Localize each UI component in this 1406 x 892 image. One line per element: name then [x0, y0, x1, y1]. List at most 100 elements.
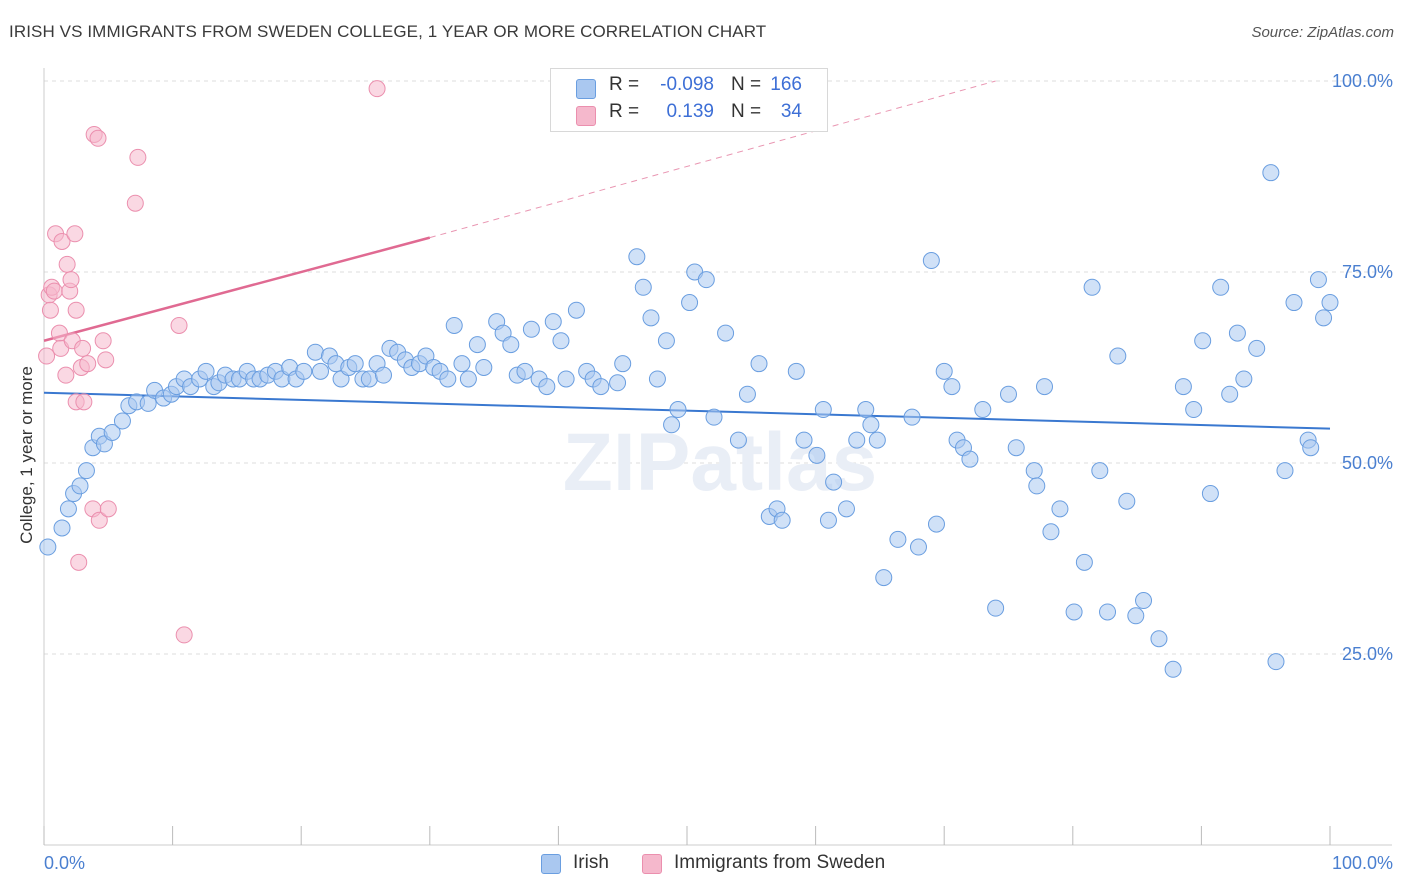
source-credit: Source: ZipAtlas.com — [1251, 24, 1394, 41]
irish-point — [750, 355, 768, 373]
irish-point — [1248, 339, 1266, 357]
irish-point — [1150, 630, 1168, 648]
irish-point — [729, 431, 747, 449]
sweden-point — [38, 347, 56, 365]
irish-point — [459, 370, 477, 388]
irish-point — [1000, 385, 1017, 403]
sweden-point — [58, 255, 76, 273]
irish-point — [468, 336, 486, 354]
swatch-sweden — [642, 854, 662, 874]
irish-point — [502, 336, 520, 354]
irish-point — [738, 385, 756, 403]
legend-r-value: 0.139 — [666, 101, 714, 122]
sweden-point — [79, 355, 97, 373]
swatch-irish — [541, 854, 561, 874]
irish-point — [1091, 462, 1109, 480]
irish-point — [475, 359, 493, 376]
irish-point — [552, 332, 570, 350]
irish-point — [71, 477, 89, 495]
irish-point — [59, 500, 77, 518]
irish-point — [862, 416, 880, 434]
axes — [43, 68, 1392, 846]
irish-point — [825, 473, 843, 491]
sweden-point — [75, 393, 93, 411]
y-tick-label: 50.0% — [1342, 453, 1393, 473]
watermark: ZIPatlas — [563, 417, 877, 508]
y-tick-label: 75.0% — [1342, 262, 1393, 282]
irish-point — [909, 538, 927, 556]
irish-point — [113, 412, 131, 430]
irish-point — [1321, 294, 1339, 312]
irish-point — [663, 416, 681, 434]
bottom-legend: Irish Immigrants from Sweden — [0, 852, 1406, 876]
sweden-point — [45, 282, 63, 300]
legend-row-sweden: R = 0.139 N = 34 — [551, 101, 827, 129]
irish-point — [557, 370, 575, 388]
irish-point — [669, 401, 687, 419]
irish-point — [837, 500, 855, 518]
legend-n-label: N = — [731, 101, 762, 122]
irish-point — [1315, 309, 1333, 327]
irish-point — [922, 252, 940, 270]
sweden-trend-extension — [429, 80, 996, 239]
sweden-point — [99, 500, 117, 518]
irish-point — [1235, 370, 1253, 388]
sweden-point — [368, 80, 386, 98]
irish-point — [439, 370, 457, 388]
legend-n-value: 166 — [770, 74, 802, 95]
irish-point — [453, 355, 471, 373]
legend-swatch-irish — [576, 79, 596, 99]
irish-point — [705, 408, 723, 426]
irish-point — [1309, 271, 1327, 289]
sweden-point — [57, 366, 75, 384]
legend-n-value: 34 — [780, 101, 802, 122]
irish-point — [875, 569, 893, 587]
irish-point — [1025, 462, 1043, 480]
irish-point — [1194, 332, 1212, 350]
sweden-point — [94, 332, 112, 350]
y-tick-label: 100.0% — [1332, 71, 1393, 91]
y-axis-label: College, 1 year or more — [17, 366, 36, 544]
irish-point — [648, 370, 666, 388]
irish-point — [1099, 603, 1117, 621]
irish-point — [567, 301, 585, 319]
irish-point — [1075, 553, 1093, 571]
irish-point — [295, 362, 313, 380]
irish-point — [1201, 485, 1219, 503]
bottom-legend-label: Irish — [573, 852, 609, 873]
irish-point — [614, 355, 632, 373]
irish-point — [1185, 401, 1203, 419]
chart-title: IRISH VS IMMIGRANTS FROM SWEDEN COLLEGE,… — [9, 22, 767, 41]
irish-point — [360, 370, 378, 388]
irish-point — [39, 538, 57, 556]
irish-point — [1083, 278, 1101, 296]
irish-point — [787, 362, 805, 380]
legend-swatch-sweden — [576, 106, 596, 126]
legend: R = -0.098 N = 166 R = 0.139 N = 34 — [550, 68, 828, 132]
irish-point — [628, 248, 646, 266]
sweden-point — [66, 225, 84, 243]
irish-point — [306, 343, 324, 361]
sweden-point — [97, 351, 115, 369]
sweden-point — [89, 129, 107, 147]
irish-point — [1065, 603, 1083, 621]
sweden-point — [53, 232, 71, 250]
legend-r-value: -0.098 — [660, 74, 714, 95]
irish-point — [808, 446, 826, 464]
irish-point — [943, 378, 961, 396]
irish-point — [1118, 492, 1136, 510]
irish-point — [1164, 660, 1182, 678]
irish-point — [77, 462, 95, 480]
irish-point — [642, 309, 660, 327]
irish-point — [927, 515, 945, 533]
irish-point — [1036, 378, 1054, 396]
irish-point — [1028, 477, 1046, 495]
gridlines — [44, 80, 1392, 655]
irish-point — [681, 294, 699, 312]
irish-point — [375, 366, 393, 384]
irish-point — [848, 431, 866, 449]
sweden-point — [90, 511, 108, 529]
irish-point — [1221, 385, 1239, 403]
irish-point — [609, 374, 627, 392]
irish-point — [103, 423, 121, 441]
